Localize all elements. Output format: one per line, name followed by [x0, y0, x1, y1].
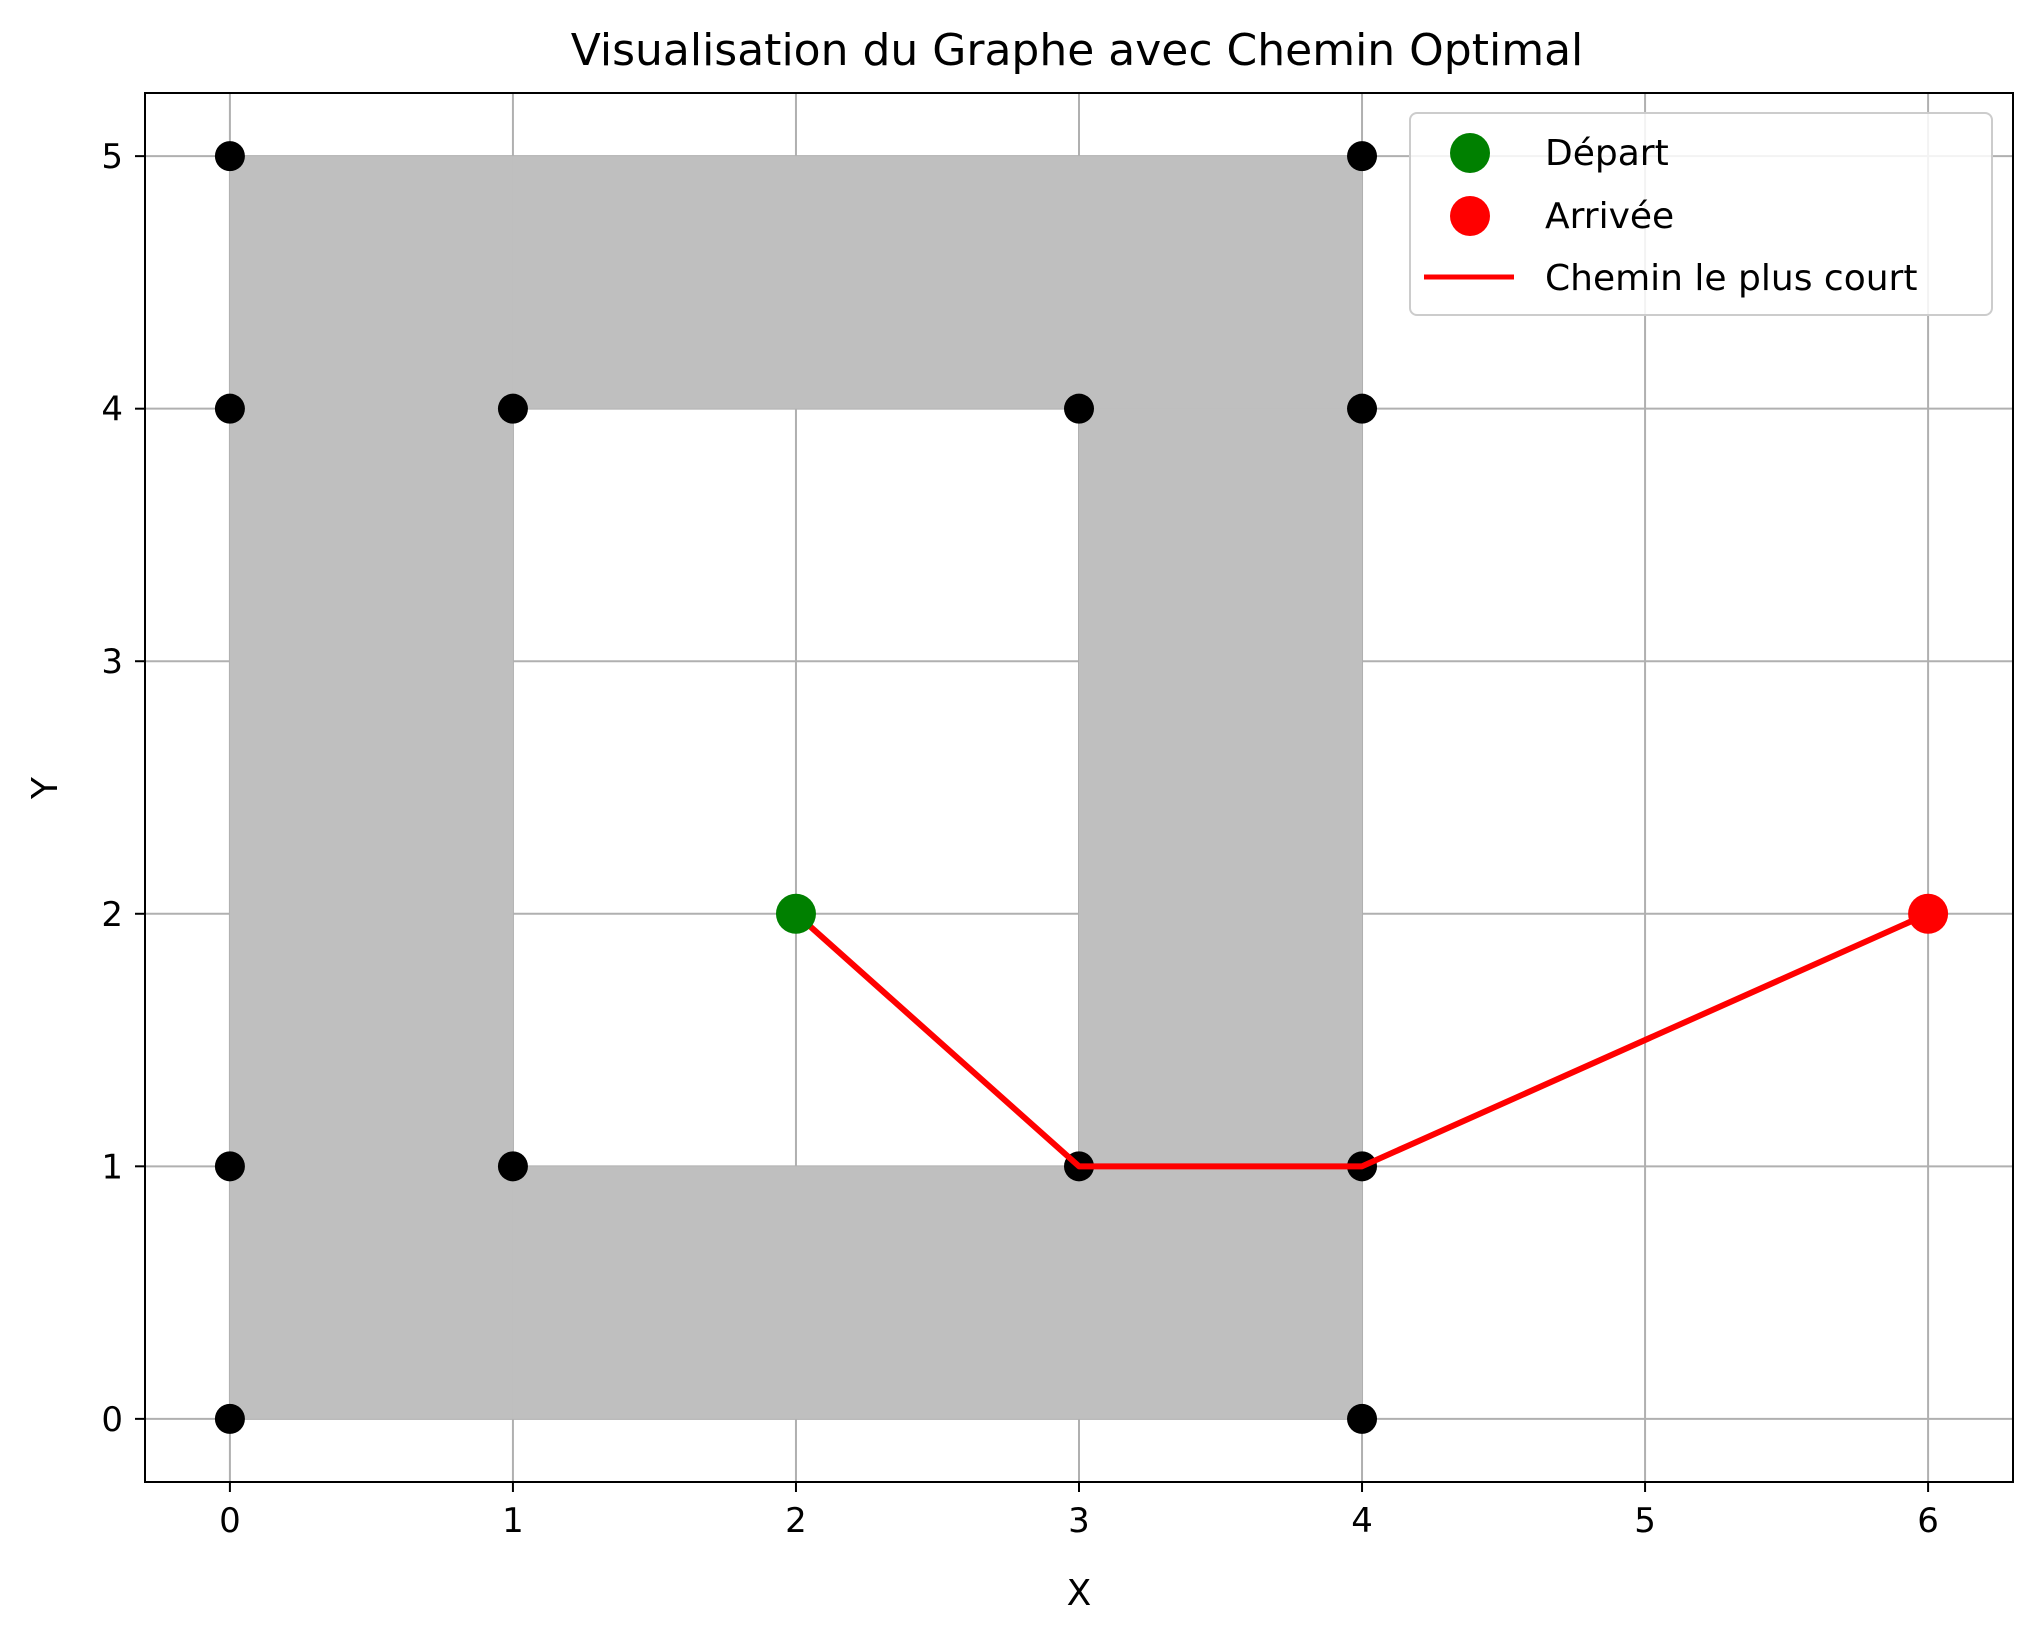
obstacle-rect [1079, 408, 1363, 1419]
x-tick-label: 1 [502, 1501, 524, 1541]
legend-path-label: Chemin le plus court [1545, 258, 1917, 299]
chart-title: Visualisation du Graphe avec Chemin Opti… [571, 25, 1584, 76]
shortest-path-line [793, 911, 1930, 1170]
graph-node [1347, 393, 1378, 424]
start-point [775, 893, 816, 934]
legend-start-marker [1450, 133, 1490, 173]
graph-nodes [214, 141, 1378, 1434]
y-axis-label: Y [25, 776, 66, 800]
x-tick-label: 5 [1634, 1501, 1656, 1541]
x-tick-label: 0 [219, 1501, 241, 1541]
obstacle-rect [229, 156, 513, 1419]
axis-ticks: 0 1 2 3 4 5 6 0 1 2 3 4 5 [101, 137, 1939, 1541]
end-point [1908, 893, 1949, 934]
y-tick-label: 3 [101, 642, 123, 682]
obstacle-rect [512, 156, 1363, 409]
y-tick-label: 1 [101, 1147, 123, 1187]
legend-start-label: Départ [1545, 133, 1669, 174]
obstacles [229, 156, 1363, 1419]
legend: Départ Arrivée Chemin le plus court [1409, 112, 1993, 316]
graph-node [214, 393, 245, 424]
graph-node [1064, 393, 1094, 424]
path-endpoints [775, 893, 1949, 934]
legend-end-label: Arrivée [1545, 196, 1674, 237]
graph-node [497, 1151, 528, 1182]
legend-end-marker [1450, 196, 1490, 236]
obstacle-rect [512, 1166, 1079, 1419]
graph-node [1347, 1403, 1378, 1434]
graph-node [214, 1151, 245, 1182]
graph-node [214, 141, 245, 172]
graph-node [214, 1403, 245, 1434]
y-tick-label: 2 [101, 895, 123, 935]
y-tick-label: 0 [101, 1400, 123, 1440]
graph-node [1347, 141, 1378, 172]
legend-box [1409, 112, 1993, 316]
y-tick-label: 5 [101, 137, 123, 177]
y-tick-label: 4 [101, 390, 123, 430]
x-tick-label: 4 [1351, 1501, 1373, 1541]
x-tick-label: 6 [1917, 1501, 1939, 1541]
x-tick-label: 3 [1068, 1501, 1090, 1541]
shortest-path [793, 911, 1930, 1170]
graph-node [497, 393, 528, 424]
x-axis-label: X [1067, 1573, 1092, 1614]
x-tick-label: 2 [785, 1501, 807, 1541]
